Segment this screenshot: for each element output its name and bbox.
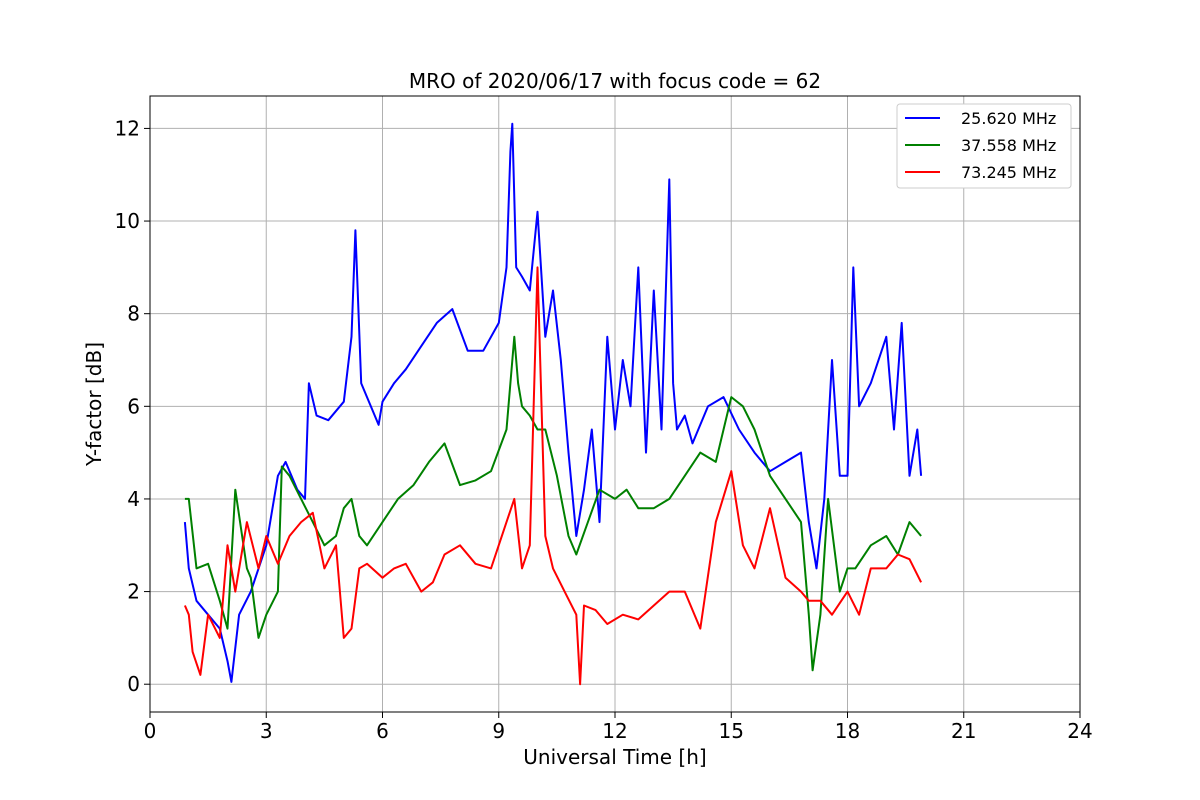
x-tick-label: 12 bbox=[602, 719, 627, 743]
series-line-73-245-mhz bbox=[183, 266, 922, 686]
y-axis-label: Y-factor [dB] bbox=[82, 342, 106, 467]
x-tick-label: 0 bbox=[144, 719, 157, 743]
series-lines bbox=[183, 122, 923, 686]
y-tick-label: 12 bbox=[115, 116, 140, 140]
legend-box bbox=[896, 103, 1072, 189]
legend-label-25-620-mhz: 25.620 MHz bbox=[961, 109, 1056, 128]
y-tick-label: 0 bbox=[127, 672, 140, 696]
legend-label-37-558-mhz: 37.558 MHz bbox=[961, 136, 1056, 155]
x-tick-label: 6 bbox=[376, 719, 389, 743]
x-tick-label: 15 bbox=[719, 719, 744, 743]
x-axis-label: Universal Time [h] bbox=[523, 745, 706, 769]
x-tick-label: 3 bbox=[260, 719, 273, 743]
series-line-25-620-mhz bbox=[183, 122, 923, 683]
x-tick-label: 21 bbox=[951, 719, 976, 743]
legend-label-73-245-mhz: 73.245 MHz bbox=[961, 163, 1056, 182]
y-tick-label: 4 bbox=[127, 487, 140, 511]
y-tick-label: 2 bbox=[127, 580, 140, 604]
y-tick-label: 8 bbox=[127, 302, 140, 326]
x-tick-label: 18 bbox=[835, 719, 860, 743]
y-tick-label: 10 bbox=[115, 209, 140, 233]
legend: 25.620 MHz 37.558 MHz 73.245 MHz bbox=[896, 103, 1072, 189]
x-tick-label: 24 bbox=[1067, 719, 1092, 743]
chart-title: MRO of 2020/06/17 with focus code = 62 bbox=[409, 69, 821, 93]
y-tick-label: 6 bbox=[127, 394, 140, 418]
x-tick-label: 9 bbox=[492, 719, 505, 743]
